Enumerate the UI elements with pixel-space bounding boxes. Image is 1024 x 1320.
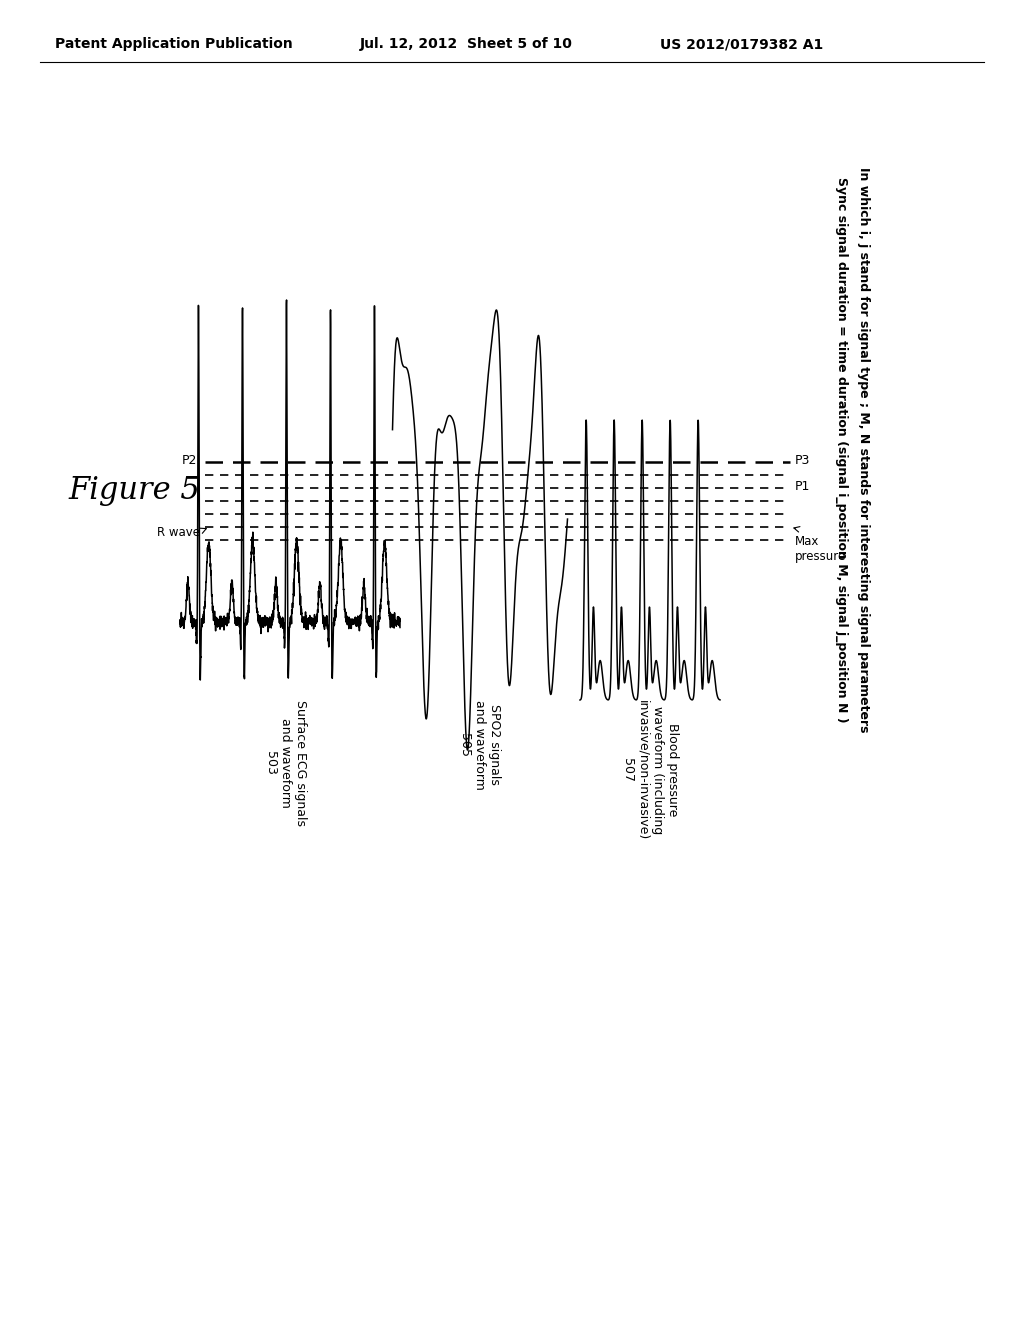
Text: P2: P2	[181, 454, 197, 466]
Text: Surface ECG signals
and waveform
503: Surface ECG signals and waveform 503	[263, 700, 306, 826]
Text: Figure 5: Figure 5	[68, 474, 200, 506]
Text: Patent Application Publication: Patent Application Publication	[55, 37, 293, 51]
Text: R wave: R wave	[157, 525, 200, 539]
Text: Blood pressure
waveform (including
invasive/non-invasive)
507: Blood pressure waveform (including invas…	[621, 700, 679, 841]
Text: Max
pressure: Max pressure	[795, 535, 846, 564]
Text: SPO2 signals
and waveform
505: SPO2 signals and waveform 505	[459, 700, 502, 789]
Text: P1: P1	[795, 479, 810, 492]
Text: Sync signal duration = time duration (signal i_position M, signal j_position N ): Sync signal duration = time duration (si…	[835, 177, 848, 723]
Text: P3: P3	[795, 454, 810, 466]
Text: Jul. 12, 2012  Sheet 5 of 10: Jul. 12, 2012 Sheet 5 of 10	[360, 37, 572, 51]
Text: In which i, j stand for signal type ; M, N stands for interesting signal paramet: In which i, j stand for signal type ; M,…	[857, 168, 870, 733]
Text: US 2012/0179382 A1: US 2012/0179382 A1	[660, 37, 823, 51]
